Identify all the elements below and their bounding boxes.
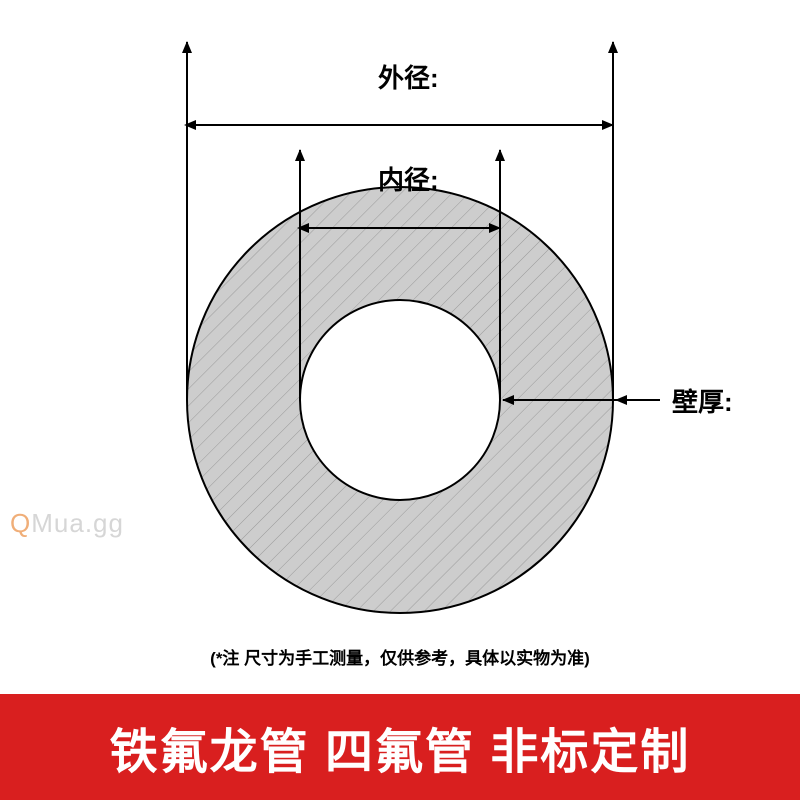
outer-diameter-label: 外径: [378, 58, 439, 95]
wall-thickness-label: 壁厚: [672, 382, 733, 419]
title-band: 铁氟龙管 四氟管 非标定制 [0, 694, 800, 800]
inner-circle [300, 300, 500, 500]
diagram-container: 外径: 内径: 壁厚: [0, 0, 800, 800]
inner-diameter-label: 内径: [378, 160, 439, 197]
measurement-footnote: (*注 尺寸为手工测量，仅供参考，具体以实物为准) [0, 644, 800, 669]
product-title: 铁氟龙管 四氟管 非标定制 [110, 712, 691, 782]
